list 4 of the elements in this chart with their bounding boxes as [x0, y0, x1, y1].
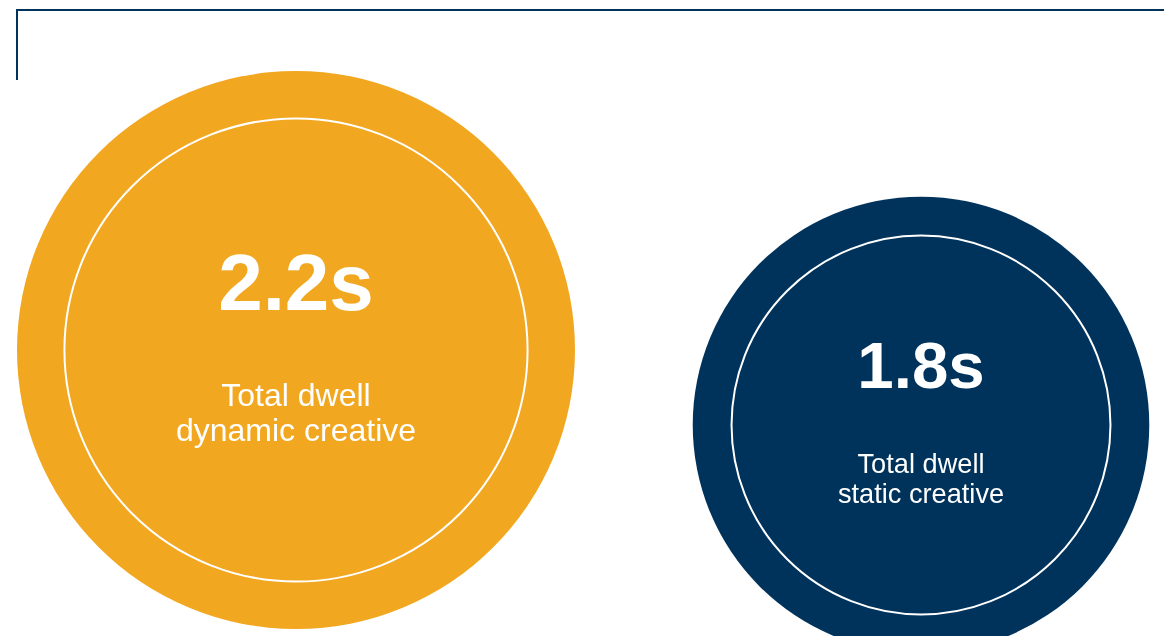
category-label: Total dwell dynamic creative	[175, 376, 417, 449]
data-label: 1.8s	[857, 328, 985, 402]
category-label: Total dwell static creative	[837, 448, 1005, 510]
data-label: 2.2s	[218, 237, 374, 327]
